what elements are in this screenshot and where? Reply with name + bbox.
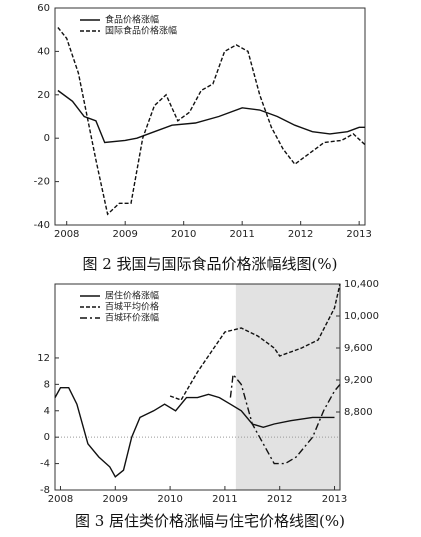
y-tick-label: 4 <box>44 406 50 417</box>
plot-frame <box>54 283 341 491</box>
series-line <box>57 27 366 216</box>
y-tick-label: -20 <box>34 177 50 188</box>
y-tick-label: 20 <box>37 90 50 101</box>
x-tick-label: 2010 <box>171 229 196 240</box>
y-tick-label: 40 <box>37 46 50 57</box>
y2-tick-label: 9,600 <box>344 343 373 354</box>
y-tick-label: 60 <box>37 3 50 14</box>
x-tick-label: 2008 <box>54 229 79 240</box>
legend-label: 百城环价涨幅 <box>105 312 159 324</box>
y2-tick-label: 9,200 <box>344 375 373 386</box>
x-tick-label: 2011 <box>212 494 237 505</box>
highlight-band <box>235 284 340 490</box>
series-line <box>169 283 341 401</box>
series-line <box>57 89 365 144</box>
legend-label: 百城平均价格 <box>105 301 159 313</box>
series-line <box>54 387 335 478</box>
x-tick-label: 2010 <box>157 494 182 505</box>
x-tick-label: 2012 <box>288 229 313 240</box>
y-tick-label: 8 <box>44 379 50 390</box>
x-tick-label: 2013 <box>322 494 347 505</box>
figure-caption: 图 2 我国与国际食品价格涨幅线图(%) <box>82 255 337 273</box>
x-tick-label: 2008 <box>48 494 73 505</box>
y2-tick-label: 10,000 <box>344 311 379 322</box>
legend-label: 居住价格涨幅 <box>105 290 159 302</box>
x-tick-label: 2013 <box>346 229 371 240</box>
y-tick-label: -40 <box>34 220 50 231</box>
x-tick-label: 2009 <box>112 229 137 240</box>
y-tick-label: -8 <box>40 485 50 496</box>
plot-frame <box>54 7 366 226</box>
y-tick-label: -4 <box>40 459 50 470</box>
figure-caption: 图 3 居住类价格涨幅与住宅价格线图(%) <box>75 512 345 530</box>
x-tick-label: 2011 <box>229 229 254 240</box>
y2-tick-label: 8,800 <box>344 407 373 418</box>
series-line <box>229 372 341 465</box>
x-tick-label: 2009 <box>103 494 128 505</box>
legend-label: 国际食品价格涨幅 <box>105 25 177 37</box>
y-tick-label: 0 <box>44 432 50 443</box>
y-tick-label: 0 <box>44 133 50 144</box>
y2-tick-label: 10,400 <box>344 279 379 290</box>
y-tick-label: 12 <box>37 353 50 364</box>
x-tick-label: 2012 <box>267 494 292 505</box>
legend-label: 食品价格涨幅 <box>105 14 159 26</box>
